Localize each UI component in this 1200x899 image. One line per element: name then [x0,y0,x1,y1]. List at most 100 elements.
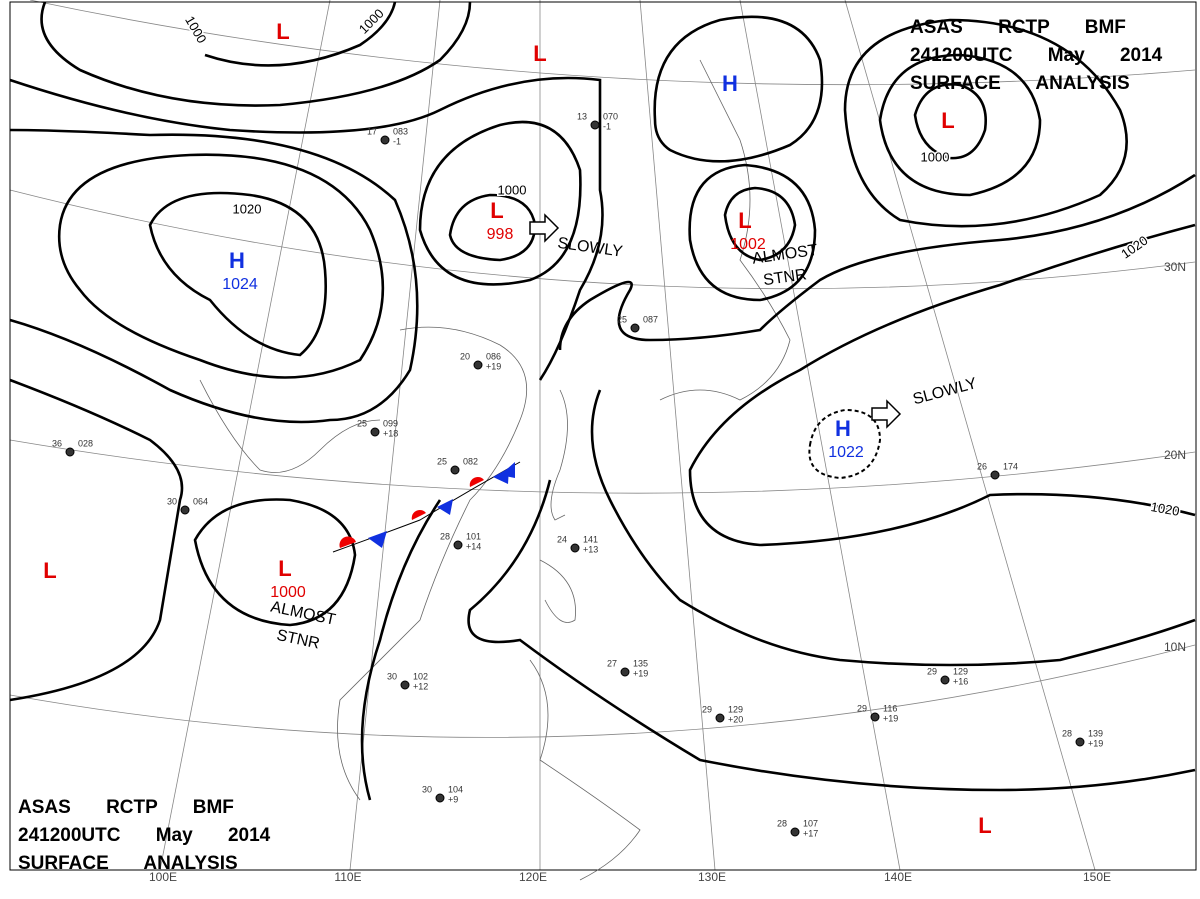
parallel [29,0,1196,86]
header-line: ASAS RCTP BMF [18,797,234,818]
center-pressure: 1022 [828,444,864,461]
latitude-label: 30N [1164,260,1186,274]
station-plot: 29 129+16 [927,666,968,686]
station-pressure: 082 [463,456,478,466]
center-symbol: L [533,41,546,66]
header-line: 241200UTC May 2014 [18,825,271,846]
station-circle [370,427,380,437]
station-plot: 24 141+13 [557,534,598,554]
station-plot: 25 082 [437,456,478,475]
station-tendency: +19 [883,713,898,723]
station-plot: 25 099+18 [357,418,398,438]
station-plot: 17 083-1 [367,126,408,146]
center-symbol: H [229,248,245,273]
station-pressure: 028 [78,438,93,448]
meridian [739,0,901,871]
station-temperature: 25 [437,456,447,466]
latitude-label: 20N [1164,448,1186,462]
center-pressure: 998 [487,226,514,243]
station-temperature: 28 [440,531,450,541]
center-symbol: L [490,198,503,223]
station-pressure: 099 [383,418,398,428]
station-pressure: 064 [193,496,208,506]
station-pressure: 102 [413,671,428,681]
annotation: STNR [762,266,808,289]
station-plot: 25 087 [617,314,658,333]
center-pressure: 1024 [222,276,258,293]
station-plot: 26 174 [977,461,1018,480]
station-circle [590,120,600,130]
center-symbol: H [722,71,738,96]
station-tendency: +20 [728,714,743,724]
station-plot: 27 135+19 [607,658,648,678]
station-tendency: -1 [603,121,611,131]
station-circle [450,465,460,475]
station-circle [453,540,463,550]
station-pressure: 086 [486,351,501,361]
station-temperature: 25 [617,314,627,324]
station-circle [620,667,630,677]
station-plot: 30 064 [167,496,208,515]
isobar-label: 1000 [921,149,950,164]
parallel [9,644,1196,738]
station-circle [940,675,950,685]
station-tendency: +19 [486,361,501,371]
center-symbol: L [276,19,289,44]
station-plot: 29 129+20 [702,704,743,724]
longitude-label: 110E [334,870,361,884]
station-plot: 30 104+9 [422,784,463,804]
station-pressure: 101 [466,531,481,541]
station-plot: 13 070-1 [577,111,618,131]
station-circle [570,543,580,553]
station-circle [630,323,640,333]
station-pressure: 129 [953,666,968,676]
center-symbol: L [941,108,954,133]
station-circle [180,505,190,515]
header-line: SURFACE ANALYSIS [910,73,1130,94]
center-symbol: L [738,208,751,233]
station-circle [473,360,483,370]
station-temperature: 28 [777,818,787,828]
isobars [9,1,1196,801]
station-tendency: -1 [393,136,401,146]
center-symbol: L [978,813,991,838]
station-pressure: 135 [633,658,648,668]
station-plot: 29 116+19 [857,703,898,723]
parallel [9,439,1196,494]
station-circle [870,712,880,722]
station-tendency: +14 [466,541,481,551]
longitude-label: 100E [149,870,177,884]
station-temperature: 30 [387,671,397,681]
meridian [159,0,331,871]
meridian [639,0,716,871]
station-tendency: +9 [448,794,458,804]
coastlines [199,59,791,881]
station-temperature: 36 [52,438,62,448]
station-temperature: 24 [557,534,567,544]
header-line: 241200UTC May 2014 [910,45,1163,66]
station-plot: 28 101+14 [440,531,481,551]
station-temperature: 30 [167,496,177,506]
longitude-label: 130E [698,870,726,884]
station-pressure: 083 [393,126,408,136]
station-pressure: 174 [1003,461,1018,471]
latitude-label: 10N [1164,640,1186,654]
station-circle [1075,737,1085,747]
station-temperature: 20 [460,351,470,361]
station-plot: 30 102+12 [387,671,428,691]
station-tendency: +19 [633,668,648,678]
parallel [9,189,1196,290]
station-circle [65,447,75,457]
station-temperature: 30 [422,784,432,794]
station-pressure: 129 [728,704,743,714]
station-temperature: 25 [357,418,367,428]
longitude-label: 140E [884,870,912,884]
station-temperature: 29 [702,704,712,714]
center-symbol: H [835,416,851,441]
station-circle [435,793,445,803]
station-temperature: 27 [607,658,617,668]
station-temperature: 13 [577,111,587,121]
station-tendency: +16 [953,676,968,686]
station-circle [380,135,390,145]
